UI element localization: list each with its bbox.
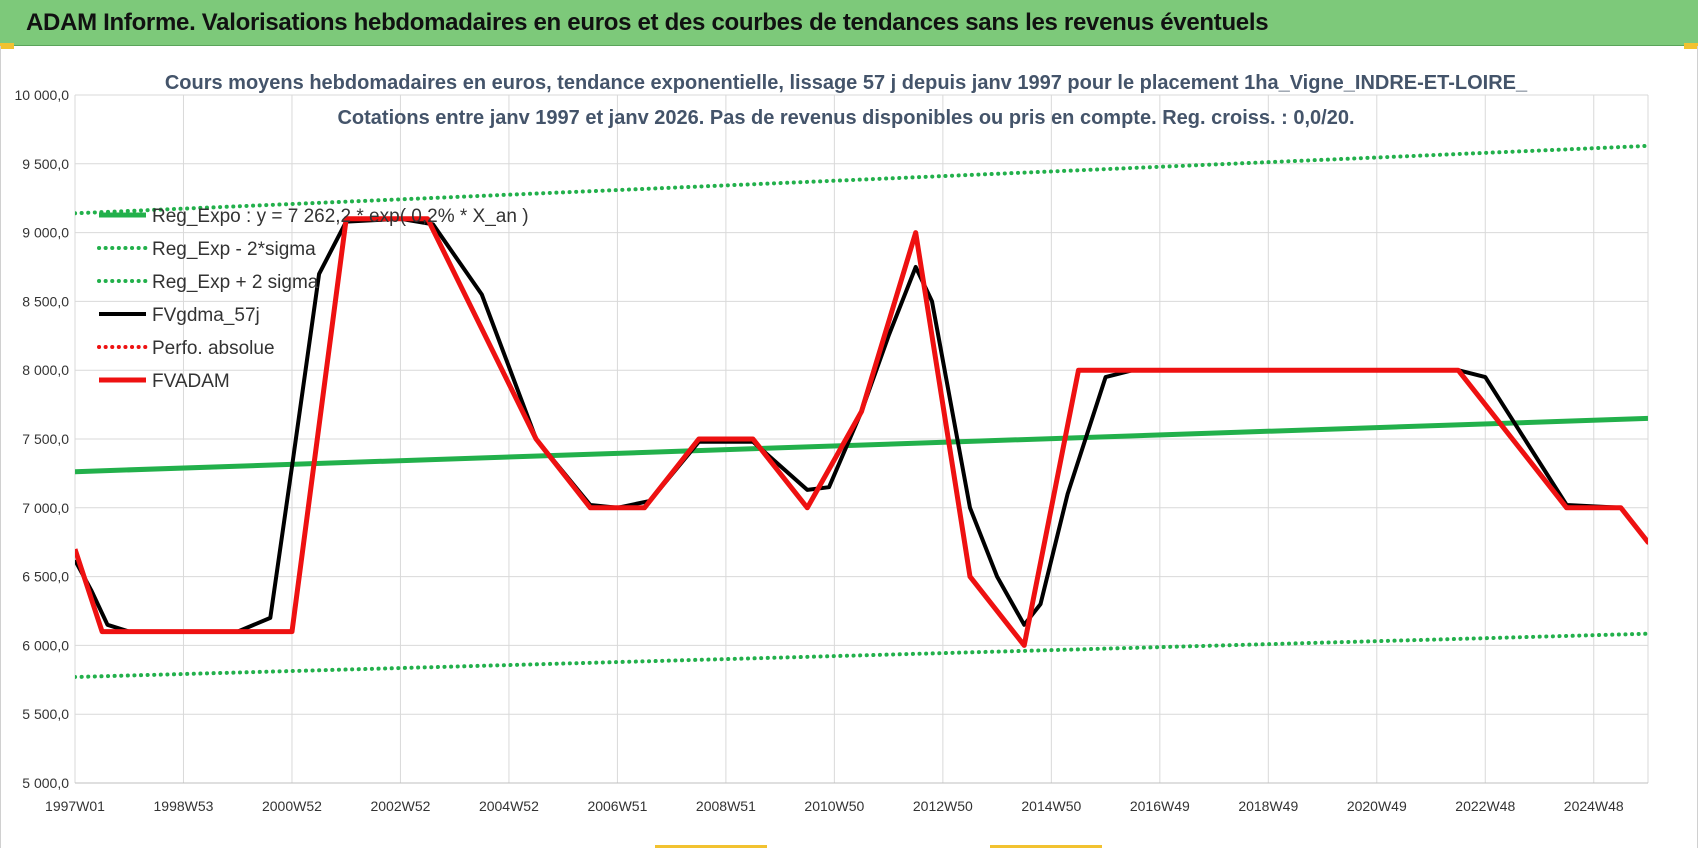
y-tick-label: 7 500,0: [22, 431, 69, 447]
scroll-marker-1: [655, 845, 767, 848]
legend-entry: Perfo. absolue: [152, 338, 275, 359]
x-tick-label: 2004W52: [479, 798, 539, 814]
chart: 5 000,0 5 500,0 6 000,0 6 500,0 7 000,0 7 500…: [15, 72, 1649, 814]
y-tick-label: 8 000,0: [22, 362, 69, 378]
x-tick-label: 2018W49: [1238, 798, 1298, 814]
x-tick-label: 2012W50: [913, 798, 973, 814]
y-tick-label: 5 000,0: [22, 775, 69, 791]
x-tick-label: 2020W49: [1347, 798, 1407, 814]
y-tick-label: 9 000,0: [22, 225, 69, 241]
y-tick-label: 7 000,0: [22, 500, 69, 516]
x-tick-label: 2006W51: [587, 798, 647, 814]
chart-title: Cours moyens hebdomadaires en euros, ten…: [165, 72, 1528, 94]
legend-entry: Reg_Expo : y = 7 262,2 * exp( 0,2% * X_a…: [152, 206, 529, 227]
x-tick-label: 2002W52: [370, 798, 430, 814]
legend-entry: FVADAM: [152, 371, 230, 392]
x-tick-label: 2008W51: [696, 798, 756, 814]
series-line-2: [75, 143, 1648, 216]
report-title: ADAM Informe. Valorisations hebdomadaire…: [26, 9, 1269, 36]
x-tick-label: 1997W01: [45, 798, 105, 814]
x-tick-label: 2000W52: [262, 798, 322, 814]
y-tick-label: 6 500,0: [22, 569, 69, 585]
x-tick-label: 2014W50: [1021, 798, 1081, 814]
legend-entry: Reg_Exp - 2*sigma: [152, 239, 316, 260]
legend-entry: Reg_Exp + 2 sigma: [152, 272, 319, 293]
x-tick-label: 2022W48: [1455, 798, 1515, 814]
y-tick-label: 6 000,0: [22, 637, 69, 653]
x-tick-label: 2010W50: [804, 798, 864, 814]
series-line-1: [75, 631, 1648, 679]
chart-frame: 5 000,0 5 500,0 6 000,0 6 500,0 7 000,0 7 500…: [0, 46, 1698, 848]
series-line-0: [75, 415, 1648, 475]
chart-subtitle: Cotations entre janv 1997 et janv 2026. …: [337, 107, 1354, 129]
x-tick-label: 2016W49: [1130, 798, 1190, 814]
series-line-5: [75, 216, 1648, 648]
y-tick-label: 9 500,0: [22, 156, 69, 172]
corner-marker-right: [1684, 43, 1698, 49]
report-banner: ADAM Informe. Valorisations hebdomadaire…: [0, 0, 1698, 46]
x-tick-label: 2024W48: [1564, 798, 1624, 814]
scroll-marker-2: [990, 845, 1102, 848]
y-tick-label: 10 000,0: [15, 87, 70, 103]
y-tick-label: 8 500,0: [22, 293, 69, 309]
corner-marker-left: [0, 43, 14, 49]
legend-entry: FVgdma_57j: [152, 305, 260, 326]
y-tick-label: 5 500,0: [22, 706, 69, 722]
x-tick-label: 1998W53: [154, 798, 214, 814]
